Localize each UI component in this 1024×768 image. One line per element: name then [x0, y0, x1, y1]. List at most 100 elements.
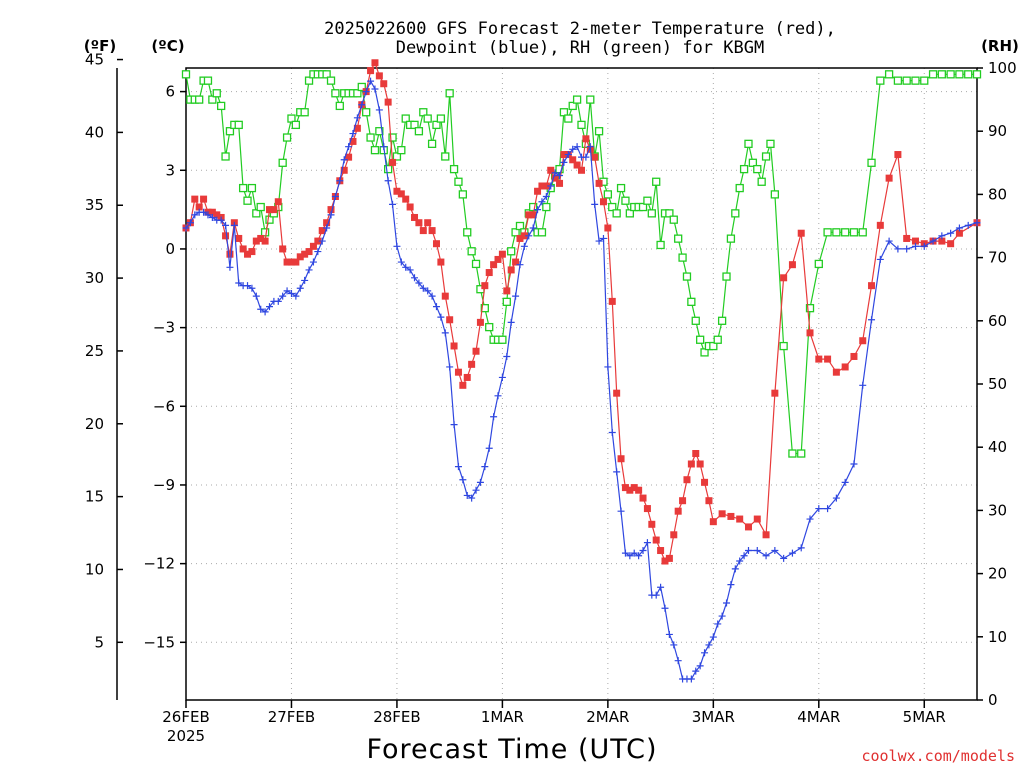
- temperature-point: [903, 234, 911, 242]
- rh-point: [586, 95, 595, 104]
- rh-point: [946, 70, 955, 79]
- dewpoint-point: [472, 486, 480, 494]
- rh-unit-label: (RH): [981, 37, 1019, 55]
- rh-point: [739, 164, 749, 174]
- dewpoint-point: [503, 352, 511, 360]
- dewpoint-point: [309, 258, 317, 266]
- rh-point: [884, 70, 894, 79]
- temperature-point: [582, 135, 590, 143]
- dewpoint-point: [542, 192, 550, 200]
- rh-point: [788, 449, 797, 458]
- grid-lines: [186, 68, 977, 700]
- dewpoint-point: [375, 106, 383, 114]
- rh-point: [568, 101, 577, 111]
- dewpoint-point: [841, 478, 849, 486]
- temperature-point: [529, 211, 537, 219]
- temperature-point: [503, 287, 511, 295]
- dewpoint-point: [481, 463, 489, 471]
- rh-point: [612, 209, 621, 218]
- temperature-point: [340, 166, 348, 174]
- temperature-point: [314, 237, 322, 245]
- rh-point: [621, 196, 630, 205]
- temperature-point: [683, 476, 691, 484]
- dewpoint-point: [670, 641, 678, 649]
- dewpoint-point: [824, 505, 832, 513]
- dewpoint-point: [639, 547, 647, 555]
- temperature-point: [239, 245, 247, 253]
- dewpoint-point: [217, 216, 225, 224]
- rh-point: [471, 259, 481, 269]
- rh-point: [797, 449, 806, 458]
- temperature-point: [679, 497, 687, 505]
- dewpoint-point: [569, 145, 577, 153]
- temperature-point: [384, 98, 392, 106]
- rh-point: [217, 101, 226, 111]
- rh-point: [678, 253, 687, 262]
- dewpoint-point: [731, 565, 739, 573]
- dewpoint-point: [248, 284, 256, 292]
- rh-point: [696, 335, 705, 344]
- dewpoint-point: [797, 544, 805, 552]
- temperature-line: [185, 61, 978, 562]
- temperature-point: [617, 455, 625, 463]
- temperature-point: [327, 206, 335, 214]
- rh-point: [726, 234, 736, 243]
- rh-point: [436, 114, 446, 123]
- dewpoint-point: [358, 101, 366, 109]
- dewpoint-point: [701, 649, 709, 657]
- x-tick-label: 1MAR: [481, 708, 524, 726]
- temperature-point: [498, 250, 506, 258]
- x-tick-label: 4MAR: [797, 708, 840, 726]
- dewpoint-point: [595, 237, 603, 245]
- dewpoint-point: [744, 547, 752, 555]
- rh-point: [397, 146, 406, 155]
- rh-point: [441, 152, 450, 161]
- rh-point: [370, 146, 380, 155]
- temperature-point: [200, 195, 208, 203]
- dewpoint-point: [973, 219, 981, 227]
- rh-point: [221, 152, 230, 161]
- credit-link[interactable]: coolwx.com/models: [861, 747, 1015, 765]
- dewpoint-point: [393, 242, 401, 250]
- title-line-1: 2025022600 GFS Forecast 2-meter Temperat…: [324, 19, 836, 39]
- temperature-point: [705, 497, 713, 505]
- temperature-point: [657, 547, 665, 555]
- temperature-point: [406, 203, 414, 211]
- temperature-point: [692, 449, 700, 457]
- celsius-tick-label: −12: [143, 555, 175, 573]
- temperature-point: [437, 258, 445, 266]
- rh-point: [577, 120, 586, 130]
- dewpoint-point: [687, 675, 695, 683]
- dewpoint-point: [454, 463, 462, 471]
- rh-point: [647, 209, 656, 218]
- temperature-point: [573, 161, 581, 169]
- dewpoint-point: [604, 363, 612, 371]
- dewpoint-point: [314, 248, 322, 256]
- rh-point: [357, 82, 366, 92]
- temperature-point: [257, 234, 265, 242]
- rh-point: [326, 76, 336, 85]
- temperature-point: [287, 258, 295, 266]
- dewpoint-point: [411, 274, 419, 282]
- dewpoint-point: [696, 662, 704, 670]
- temperature-point: [868, 282, 876, 290]
- dewpoint-point: [525, 232, 533, 240]
- dewpoint-point: [463, 491, 471, 499]
- rh-point: [287, 114, 296, 123]
- dewpoint-point: [468, 494, 476, 502]
- dewpoint-point: [947, 229, 955, 237]
- temperature-point: [885, 174, 893, 182]
- rh-point: [454, 177, 463, 186]
- temperature-point: [468, 360, 476, 368]
- dewpoint-point: [235, 279, 243, 287]
- rh-point: [722, 272, 731, 281]
- rh-point: [432, 120, 441, 130]
- x-tick-label: 27FEB: [268, 708, 315, 726]
- temperature-point: [894, 151, 902, 159]
- rh-point: [195, 95, 204, 104]
- dewpoint-point: [608, 429, 616, 437]
- dewpoint-point: [964, 221, 972, 229]
- rh-point: [322, 70, 331, 79]
- dewpoint-point: [498, 373, 506, 381]
- celsius-tick-label: −3: [153, 319, 175, 337]
